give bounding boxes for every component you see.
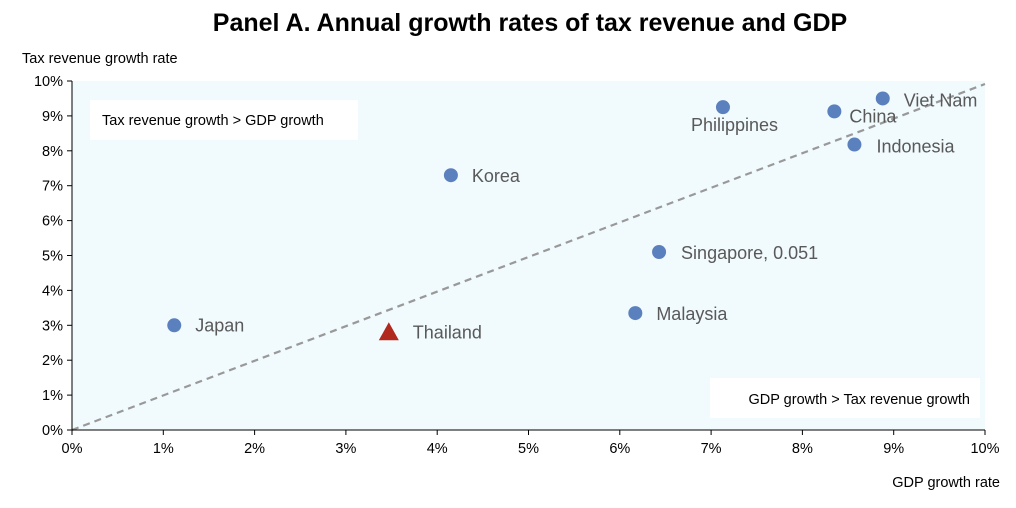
point-label-viet-nam: Viet Nam <box>904 90 978 110</box>
x-tick-label: 6% <box>609 441 630 457</box>
annotation-box-bottom-right <box>710 378 980 418</box>
data-point-philippines <box>715 100 730 115</box>
y-tick-label: 9% <box>42 109 63 125</box>
point-label-malaysia: Malaysia <box>656 304 728 324</box>
x-tick-label: 8% <box>792 441 813 457</box>
x-tick-label: 3% <box>335 441 356 457</box>
data-point-china <box>827 104 842 119</box>
y-tick-label: 1% <box>42 388 63 404</box>
x-tick-label: 7% <box>701 441 722 457</box>
x-tick-label: 0% <box>62 441 83 457</box>
point-label-philippines: Philippines <box>691 115 778 135</box>
y-tick-label: 6% <box>42 214 63 230</box>
x-tick-label: 5% <box>518 441 539 457</box>
annotation-bottom-right: GDP growth > Tax revenue growth <box>748 392 970 408</box>
data-point-malaysia <box>628 306 643 321</box>
y-tick-label: 10% <box>34 74 63 90</box>
x-tick-label: 1% <box>153 441 174 457</box>
reference-line-diagonal <box>71 82 986 432</box>
x-axis-title: GDP growth rate <box>892 475 1000 491</box>
point-label-korea: Korea <box>472 166 521 186</box>
point-label-china: China <box>849 106 897 126</box>
x-tick-label: 10% <box>970 441 999 457</box>
data-point-korea <box>443 168 458 183</box>
data-point-indonesia <box>847 137 862 152</box>
x-tick-label: 2% <box>244 441 265 457</box>
point-label-japan: Japan <box>195 315 244 335</box>
y-axis-title: Tax revenue growth rate <box>22 51 178 67</box>
y-tick-label: 2% <box>42 353 63 369</box>
point-label-singapore-0-051: Singapore, 0.051 <box>681 243 818 263</box>
y-tick-label: 7% <box>42 179 63 195</box>
y-tick-label: 8% <box>42 144 63 160</box>
y-tick-label: 4% <box>42 283 63 299</box>
point-label-indonesia: Indonesia <box>876 137 955 157</box>
y-tick-label: 0% <box>42 423 63 439</box>
point-label-thailand: Thailand <box>413 322 482 342</box>
annotation-top-left: Tax revenue growth > GDP growth <box>102 113 324 129</box>
y-tick-label: 3% <box>42 318 63 334</box>
x-tick-label: 9% <box>883 441 904 457</box>
data-point-singapore-0-051 <box>652 245 667 260</box>
data-point-thailand <box>378 322 399 341</box>
y-tick-label: 5% <box>42 249 63 265</box>
data-point-japan <box>167 318 182 333</box>
chart-title: Panel A. Annual growth rates of tax reve… <box>213 9 847 37</box>
data-point-viet-nam <box>875 91 890 106</box>
x-tick-label: 4% <box>427 441 448 457</box>
annotation-box-top-left <box>90 100 358 140</box>
